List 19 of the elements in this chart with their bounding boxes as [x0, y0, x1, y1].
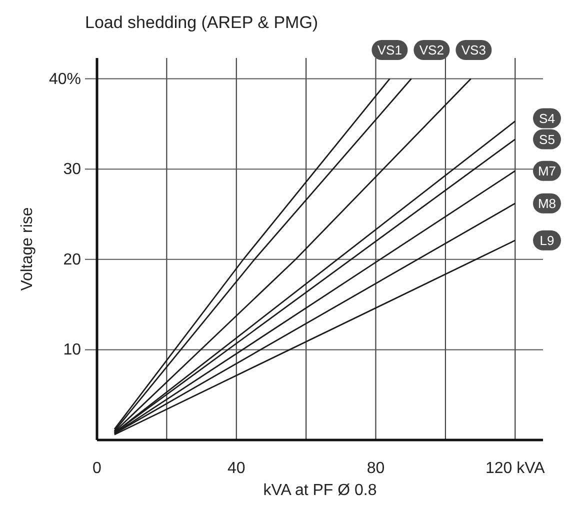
y-tick-label: 30	[63, 161, 82, 178]
y-tick-label: 20	[63, 251, 82, 268]
y-tick-label: 40%	[48, 70, 81, 88]
series-label: M8	[538, 196, 556, 211]
y-tick-label: 10	[63, 342, 82, 359]
x-tick-label: 120 kVA	[485, 460, 546, 477]
chart-title: Load shedding (AREP & PMG)	[85, 13, 318, 32]
x-axis-title: kVA at PF Ø 0.8	[263, 482, 377, 499]
series-label: M7	[538, 163, 556, 178]
series-label: L9	[540, 232, 554, 248]
x-tick-label: 0	[92, 460, 102, 477]
series-label: VS3	[461, 42, 486, 58]
y-axis-title: Voltage rise	[19, 207, 36, 291]
x-tick-label: 80	[366, 460, 385, 477]
series-label: VS2	[419, 42, 444, 58]
x-tick-label: 40	[227, 460, 246, 477]
series-label: S4	[539, 110, 555, 126]
series-label: VS1	[377, 42, 402, 58]
series-label: S5	[539, 132, 555, 147]
